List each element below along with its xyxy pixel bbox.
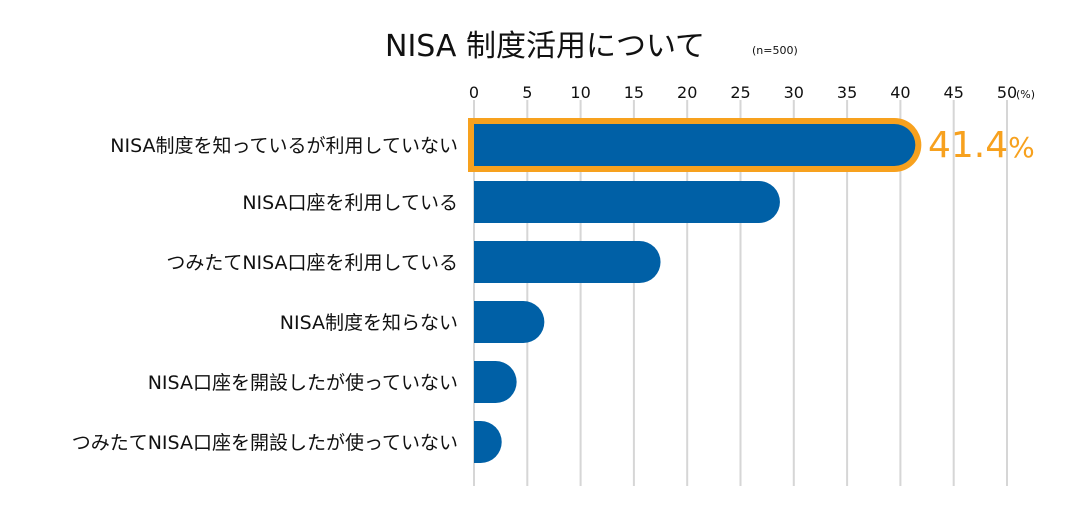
x-tick-label: 40 xyxy=(890,83,910,102)
x-tick-label: 25 xyxy=(730,83,750,102)
x-tick-label: 15 xyxy=(624,83,644,102)
highlight-value-label: 41.4% xyxy=(928,125,1035,166)
x-tick-label: 5 xyxy=(522,83,532,102)
x-tick-label: 35 xyxy=(837,83,857,102)
bar xyxy=(474,241,661,283)
category-label: NISA口座を開設したが使っていない xyxy=(148,372,458,394)
category-label: つみたてNISA口座を開設したが使っていない xyxy=(72,432,458,454)
bar xyxy=(474,124,916,166)
chart-subtitle: (n=500) xyxy=(752,44,798,57)
category-label: NISA口座を利用している xyxy=(242,192,458,214)
x-tick-label: 10 xyxy=(570,83,590,102)
category-label: つみたてNISA口座を利用している xyxy=(166,252,458,274)
chart-title: NISA 制度活用について xyxy=(385,29,705,64)
bar xyxy=(474,421,502,463)
unit-label: (%) xyxy=(1016,88,1035,101)
bar xyxy=(474,361,517,403)
category-label: NISA制度を知らない xyxy=(280,312,458,334)
bar xyxy=(474,301,545,343)
category-label: NISA制度を知っているが利用していない xyxy=(110,135,458,157)
x-tick-label: 30 xyxy=(784,83,804,102)
x-tick-label: 45 xyxy=(944,83,964,102)
bar xyxy=(474,181,780,223)
x-tick-label: 20 xyxy=(677,83,697,102)
x-tick-label: 0 xyxy=(469,83,479,102)
x-tick-label: 50 xyxy=(997,83,1017,102)
